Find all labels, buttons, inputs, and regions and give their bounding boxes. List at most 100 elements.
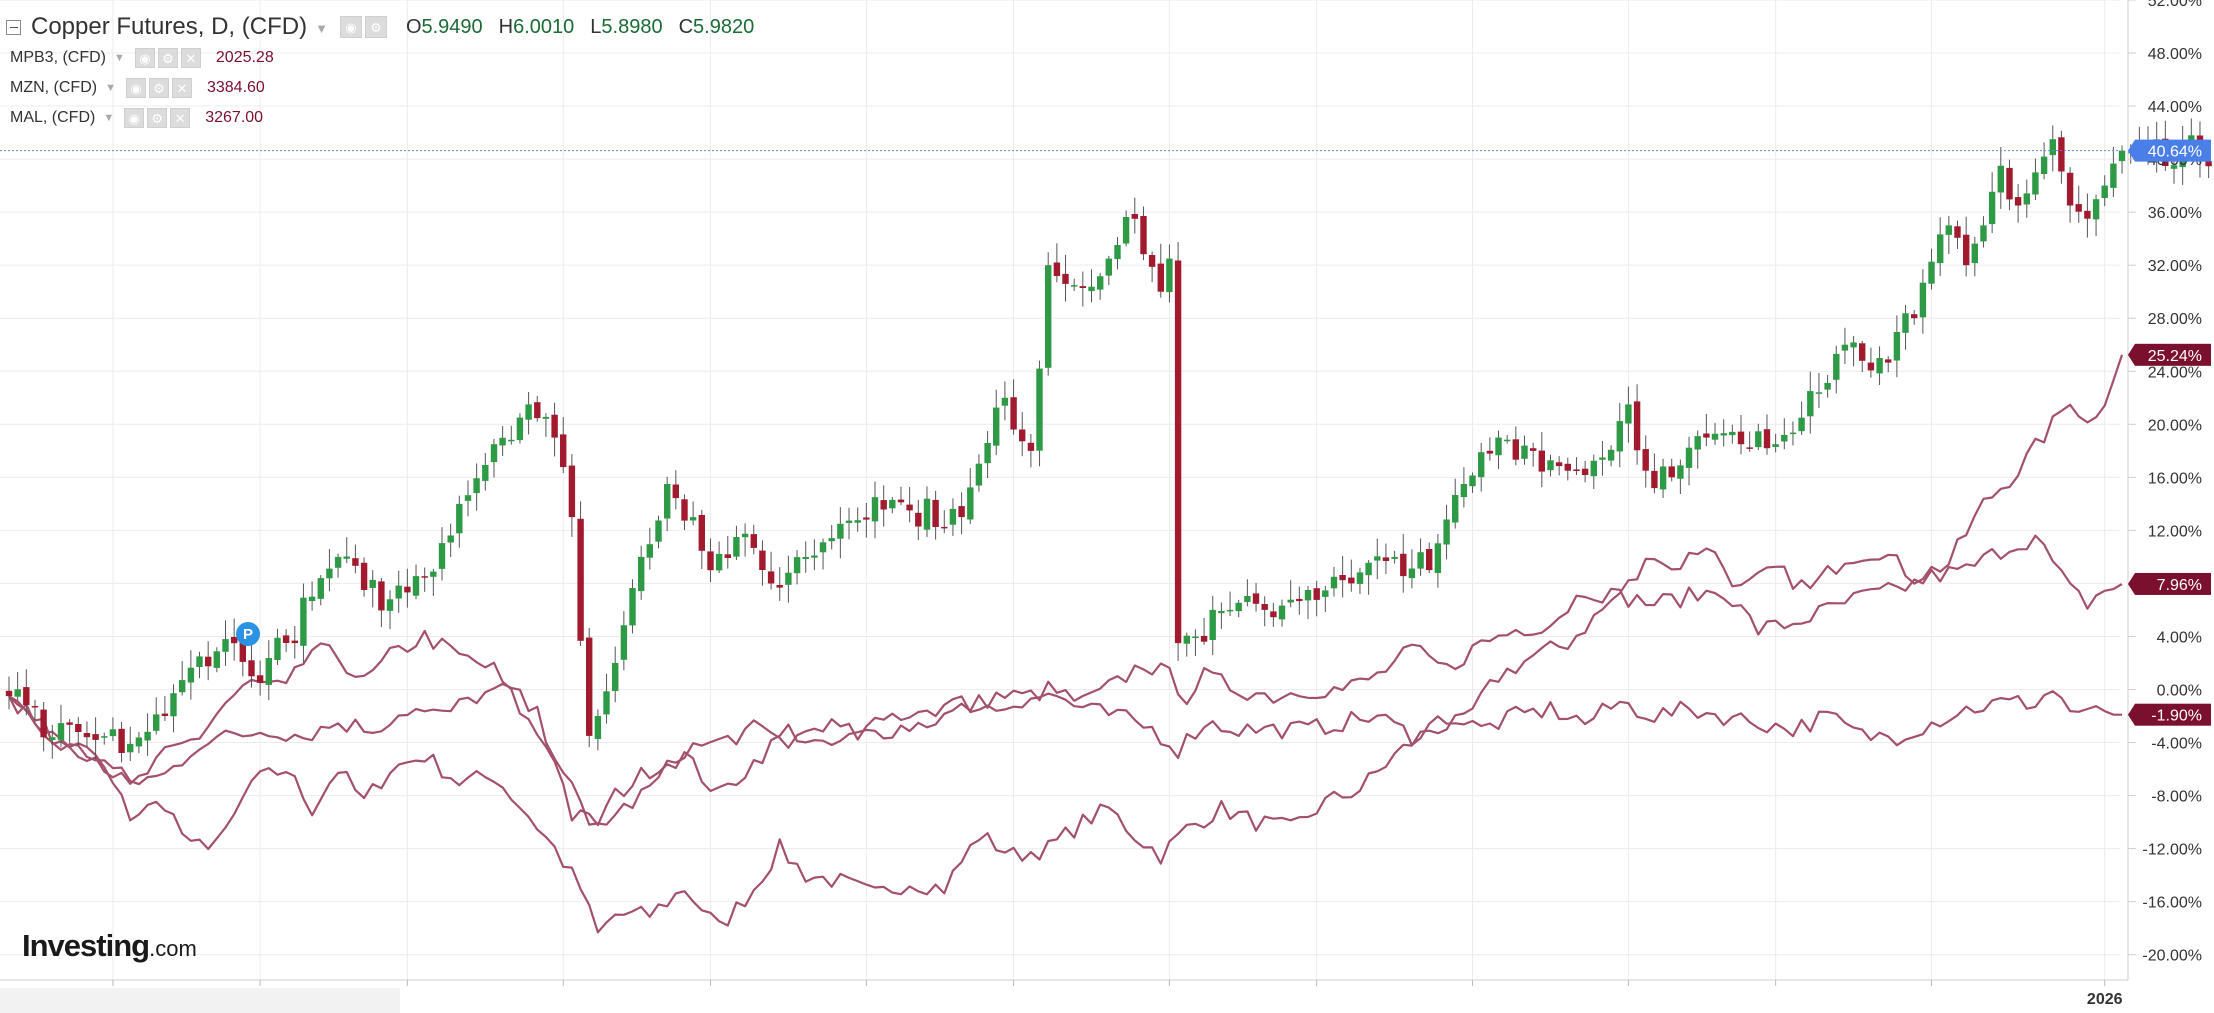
candle bbox=[828, 524, 835, 550]
candle-body bbox=[1737, 431, 1745, 445]
candle-body bbox=[144, 731, 151, 741]
candle-body bbox=[897, 499, 905, 503]
candle bbox=[577, 501, 584, 647]
candle-body bbox=[1278, 605, 1286, 620]
candle bbox=[516, 413, 524, 444]
candle bbox=[1694, 430, 1701, 469]
candle-body bbox=[1408, 568, 1416, 579]
gear-icon[interactable]: ⚙ bbox=[148, 78, 169, 98]
chevron-down-icon[interactable]: ▼ bbox=[103, 112, 115, 124]
candle bbox=[715, 541, 723, 574]
candle bbox=[1963, 216, 1970, 277]
candle-body bbox=[1036, 368, 1043, 451]
candle bbox=[1469, 472, 1476, 493]
candle-body bbox=[2006, 167, 2013, 200]
last-value-label-mpb3: 25.24% bbox=[2128, 343, 2211, 366]
candle-body bbox=[1174, 260, 1182, 644]
series-title[interactable]: Copper Futures, D, (CFD) bbox=[31, 13, 308, 40]
overlay-name[interactable]: MAL, (CFD) bbox=[10, 109, 96, 126]
eye-icon[interactable]: ◉ bbox=[124, 108, 145, 128]
candle-body bbox=[438, 543, 446, 569]
gear-icon[interactable]: ⚙ bbox=[364, 16, 387, 38]
candle bbox=[482, 453, 489, 491]
candle bbox=[975, 454, 983, 492]
candle bbox=[66, 719, 73, 743]
chevron-down-icon[interactable]: ▼ bbox=[315, 20, 328, 36]
time-axis[interactable]: 2026 bbox=[0, 979, 2214, 1008]
candle bbox=[2118, 145, 2126, 174]
overlay-name[interactable]: MZN, (CFD) bbox=[10, 79, 98, 96]
eye-icon[interactable]: ◉ bbox=[125, 78, 146, 98]
candle bbox=[967, 468, 974, 524]
candle bbox=[1711, 422, 1719, 445]
candle-body bbox=[759, 550, 766, 570]
candle-body bbox=[828, 538, 835, 542]
candle bbox=[1867, 347, 1875, 378]
candle-body bbox=[1097, 276, 1104, 290]
candle bbox=[1755, 423, 1762, 450]
candle bbox=[1538, 431, 1545, 488]
y-tick-label: 52.00% bbox=[2148, 0, 2202, 10]
series-line-mzn bbox=[8, 534, 2123, 827]
candle-body bbox=[2110, 163, 2117, 188]
overlay-name[interactable]: MPB3, (CFD) bbox=[10, 49, 106, 66]
candle-body bbox=[57, 723, 65, 741]
candle-body bbox=[1746, 447, 1753, 449]
candle-body bbox=[1200, 635, 1208, 642]
candle bbox=[1313, 580, 1320, 617]
label-pointer bbox=[2128, 343, 2135, 366]
candle-body bbox=[1339, 575, 1346, 581]
candle bbox=[1988, 172, 1996, 234]
candle bbox=[1460, 467, 1468, 508]
candle-body bbox=[1512, 439, 1519, 460]
candle bbox=[1166, 244, 1173, 303]
eye-icon[interactable]: ◉ bbox=[134, 48, 155, 68]
candle-body bbox=[1885, 359, 1892, 363]
candle-body bbox=[1573, 469, 1580, 471]
investing-logo: Investing.com bbox=[22, 928, 197, 963]
candle bbox=[109, 717, 117, 741]
event-marker[interactable]: P bbox=[236, 622, 260, 646]
candle bbox=[1789, 421, 1797, 446]
candle bbox=[1391, 550, 1398, 564]
collapse-legend-button[interactable] bbox=[6, 19, 21, 35]
candle-body bbox=[187, 667, 195, 683]
candle bbox=[1434, 533, 1442, 588]
candle bbox=[949, 498, 957, 536]
close-icon[interactable]: ✕ bbox=[170, 108, 191, 128]
candle bbox=[1772, 433, 1779, 453]
open-value: O5.9490 bbox=[405, 15, 483, 38]
candle-body bbox=[447, 535, 454, 543]
candle bbox=[274, 628, 281, 666]
candle bbox=[144, 713, 151, 756]
candle-body bbox=[1538, 450, 1545, 472]
close-icon[interactable]: ✕ bbox=[171, 78, 192, 98]
y-tick-label: -20.00% bbox=[2142, 948, 2202, 965]
chevron-down-icon[interactable]: ▼ bbox=[105, 82, 116, 94]
candle-body bbox=[1434, 543, 1442, 573]
candle-body bbox=[265, 658, 272, 685]
eye-icon[interactable]: ◉ bbox=[339, 16, 362, 38]
candle bbox=[1720, 419, 1727, 447]
gear-icon[interactable]: ⚙ bbox=[147, 108, 168, 128]
candle-body bbox=[880, 500, 887, 510]
candle-body bbox=[612, 663, 619, 691]
candle bbox=[672, 470, 679, 510]
candle-body bbox=[1798, 417, 1805, 432]
price-axis[interactable]: 52.00%48.00%44.00%40.00%36.00%32.00%28.0… bbox=[2127, 0, 2202, 980]
gear-icon[interactable]: ⚙ bbox=[157, 48, 178, 68]
candle bbox=[1893, 315, 1901, 378]
chevron-down-icon[interactable]: ▼ bbox=[114, 52, 125, 64]
candle bbox=[360, 557, 368, 597]
overlay-value: 3267.00 bbox=[205, 109, 264, 126]
candle-body bbox=[1287, 599, 1294, 603]
close-icon[interactable]: ✕ bbox=[180, 48, 201, 68]
candle-body bbox=[430, 571, 437, 577]
candle bbox=[153, 697, 160, 735]
candle-body bbox=[31, 706, 39, 708]
candle bbox=[1105, 255, 1112, 286]
bottom-scrollbar[interactable] bbox=[0, 988, 400, 1013]
candle-body bbox=[1218, 611, 1225, 614]
candle-body bbox=[161, 713, 169, 716]
